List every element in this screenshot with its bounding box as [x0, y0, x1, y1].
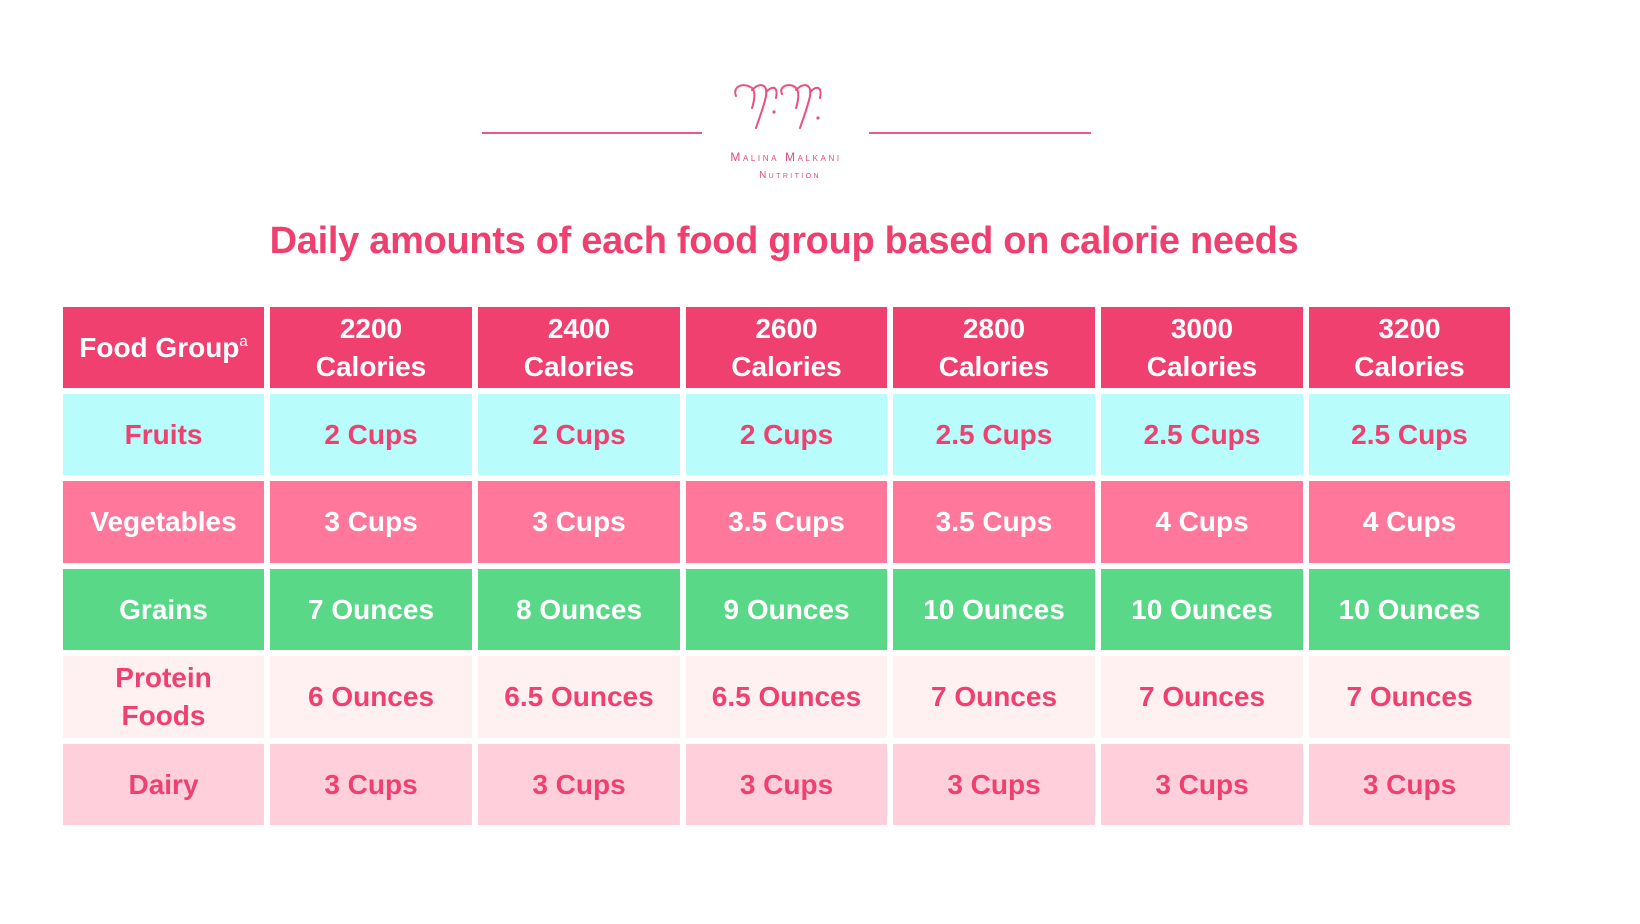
table-cell-protein-foods: 7 Ounces: [1101, 656, 1303, 738]
calorie-unit: Calories: [938, 350, 1050, 382]
table-cell-dairy: 3 Cups: [893, 744, 1095, 825]
calorie-value: 3200: [1378, 312, 1441, 344]
header-food-group-label: Food Groupa: [79, 331, 248, 363]
table-cell-fruits: 2 Cups: [270, 394, 472, 475]
header-calories-label: 2600 Calories: [731, 310, 842, 386]
table-cell-fruits: 2.5 Cups: [893, 394, 1095, 475]
header-calories-label: 3000 Calories: [1147, 310, 1258, 386]
table-cell-protein-foods: 6.5 Ounces: [478, 656, 680, 738]
header-calories-2600: 2600 Calories: [686, 307, 887, 388]
header-calories-label: 2800 Calories: [939, 310, 1050, 386]
table-cell-protein-foods: 6 Ounces: [270, 656, 472, 738]
header-food-group: Food Groupa: [63, 307, 264, 388]
calorie-unit: Calories: [315, 350, 427, 382]
table-cell-protein-foods: 6.5 Ounces: [686, 656, 887, 738]
calorie-value: 2800: [962, 312, 1026, 344]
table-cell-fruits: 2.5 Cups: [1101, 394, 1303, 475]
row-label-dairy: Dairy: [63, 744, 264, 825]
calorie-unit: Calories: [731, 350, 842, 382]
table-cell-grains: 7 Ounces: [270, 569, 472, 650]
table-cell-vegetables: 3 Cups: [478, 481, 680, 563]
footnote-marker: a: [239, 332, 248, 350]
header-calories-2800: 2800 Calories: [893, 307, 1095, 388]
brand-name: Malina Malkani: [730, 150, 842, 164]
calorie-value: 2200: [339, 312, 403, 344]
brand-subtitle: Nutrition: [759, 170, 821, 181]
header-calories-label: 2400 Calories: [524, 310, 635, 386]
table-cell-grains: 10 Ounces: [1309, 569, 1510, 650]
header-calories-label: 2200 Calories: [316, 310, 427, 386]
calorie-unit: Calories: [1354, 350, 1465, 382]
table-cell-grains: 9 Ounces: [686, 569, 887, 650]
table-cell-dairy: 3 Cups: [1309, 744, 1510, 825]
calorie-value: 2600: [755, 312, 818, 344]
table-cell-vegetables: 3 Cups: [270, 481, 472, 563]
table-cell-grains: 10 Ounces: [1101, 569, 1303, 650]
table-cell-vegetables: 3.5 Cups: [686, 481, 887, 563]
calorie-unit: Calories: [523, 350, 635, 382]
calorie-value: 3000: [1170, 312, 1234, 344]
header-calories-label: 3200 Calories: [1354, 310, 1465, 386]
logo-divider-right: [869, 132, 1091, 134]
logo-divider-left: [482, 132, 702, 134]
table-cell-vegetables: 3.5 Cups: [893, 481, 1095, 563]
header-calories-3200: 3200 Calories: [1309, 307, 1510, 388]
table-cell-protein-foods: 7 Ounces: [1309, 656, 1510, 738]
header-calories-3000: 3000 Calories: [1101, 307, 1303, 388]
page-title: Daily amounts of each food group based o…: [269, 220, 1299, 262]
table-cell-fruits: 2.5 Cups: [1309, 394, 1510, 475]
monogram-icon: [734, 84, 822, 129]
table-cell-vegetables: 4 Cups: [1101, 481, 1303, 563]
table-cell-dairy: 3 Cups: [1101, 744, 1303, 825]
header-calories-2400: 2400 Calories: [478, 307, 680, 388]
table-cell-protein-foods: 7 Ounces: [893, 656, 1095, 738]
calorie-value: 2400: [547, 312, 611, 344]
row-label-fruits: Fruits: [63, 394, 264, 475]
table-cell-dairy: 3 Cups: [686, 744, 887, 825]
table-cell-grains: 10 Ounces: [893, 569, 1095, 650]
calorie-unit: Calories: [1146, 350, 1258, 382]
header-calories-2200: 2200 Calories: [270, 307, 472, 388]
table-cell-dairy: 3 Cups: [478, 744, 680, 825]
table-cell-fruits: 2 Cups: [478, 394, 680, 475]
row-label-vegetables: Vegetables: [63, 481, 264, 563]
table-cell-grains: 8 Ounces: [478, 569, 680, 650]
brand-logo: Malina Malkani Nutrition: [480, 78, 1092, 198]
row-label-grains: Grains: [63, 569, 264, 650]
table-cell-dairy: 3 Cups: [270, 744, 472, 825]
table-cell-vegetables: 4 Cups: [1309, 481, 1510, 563]
row-label-protein-foods: Protein Foods: [63, 656, 264, 738]
table-cell-fruits: 2 Cups: [686, 394, 887, 475]
